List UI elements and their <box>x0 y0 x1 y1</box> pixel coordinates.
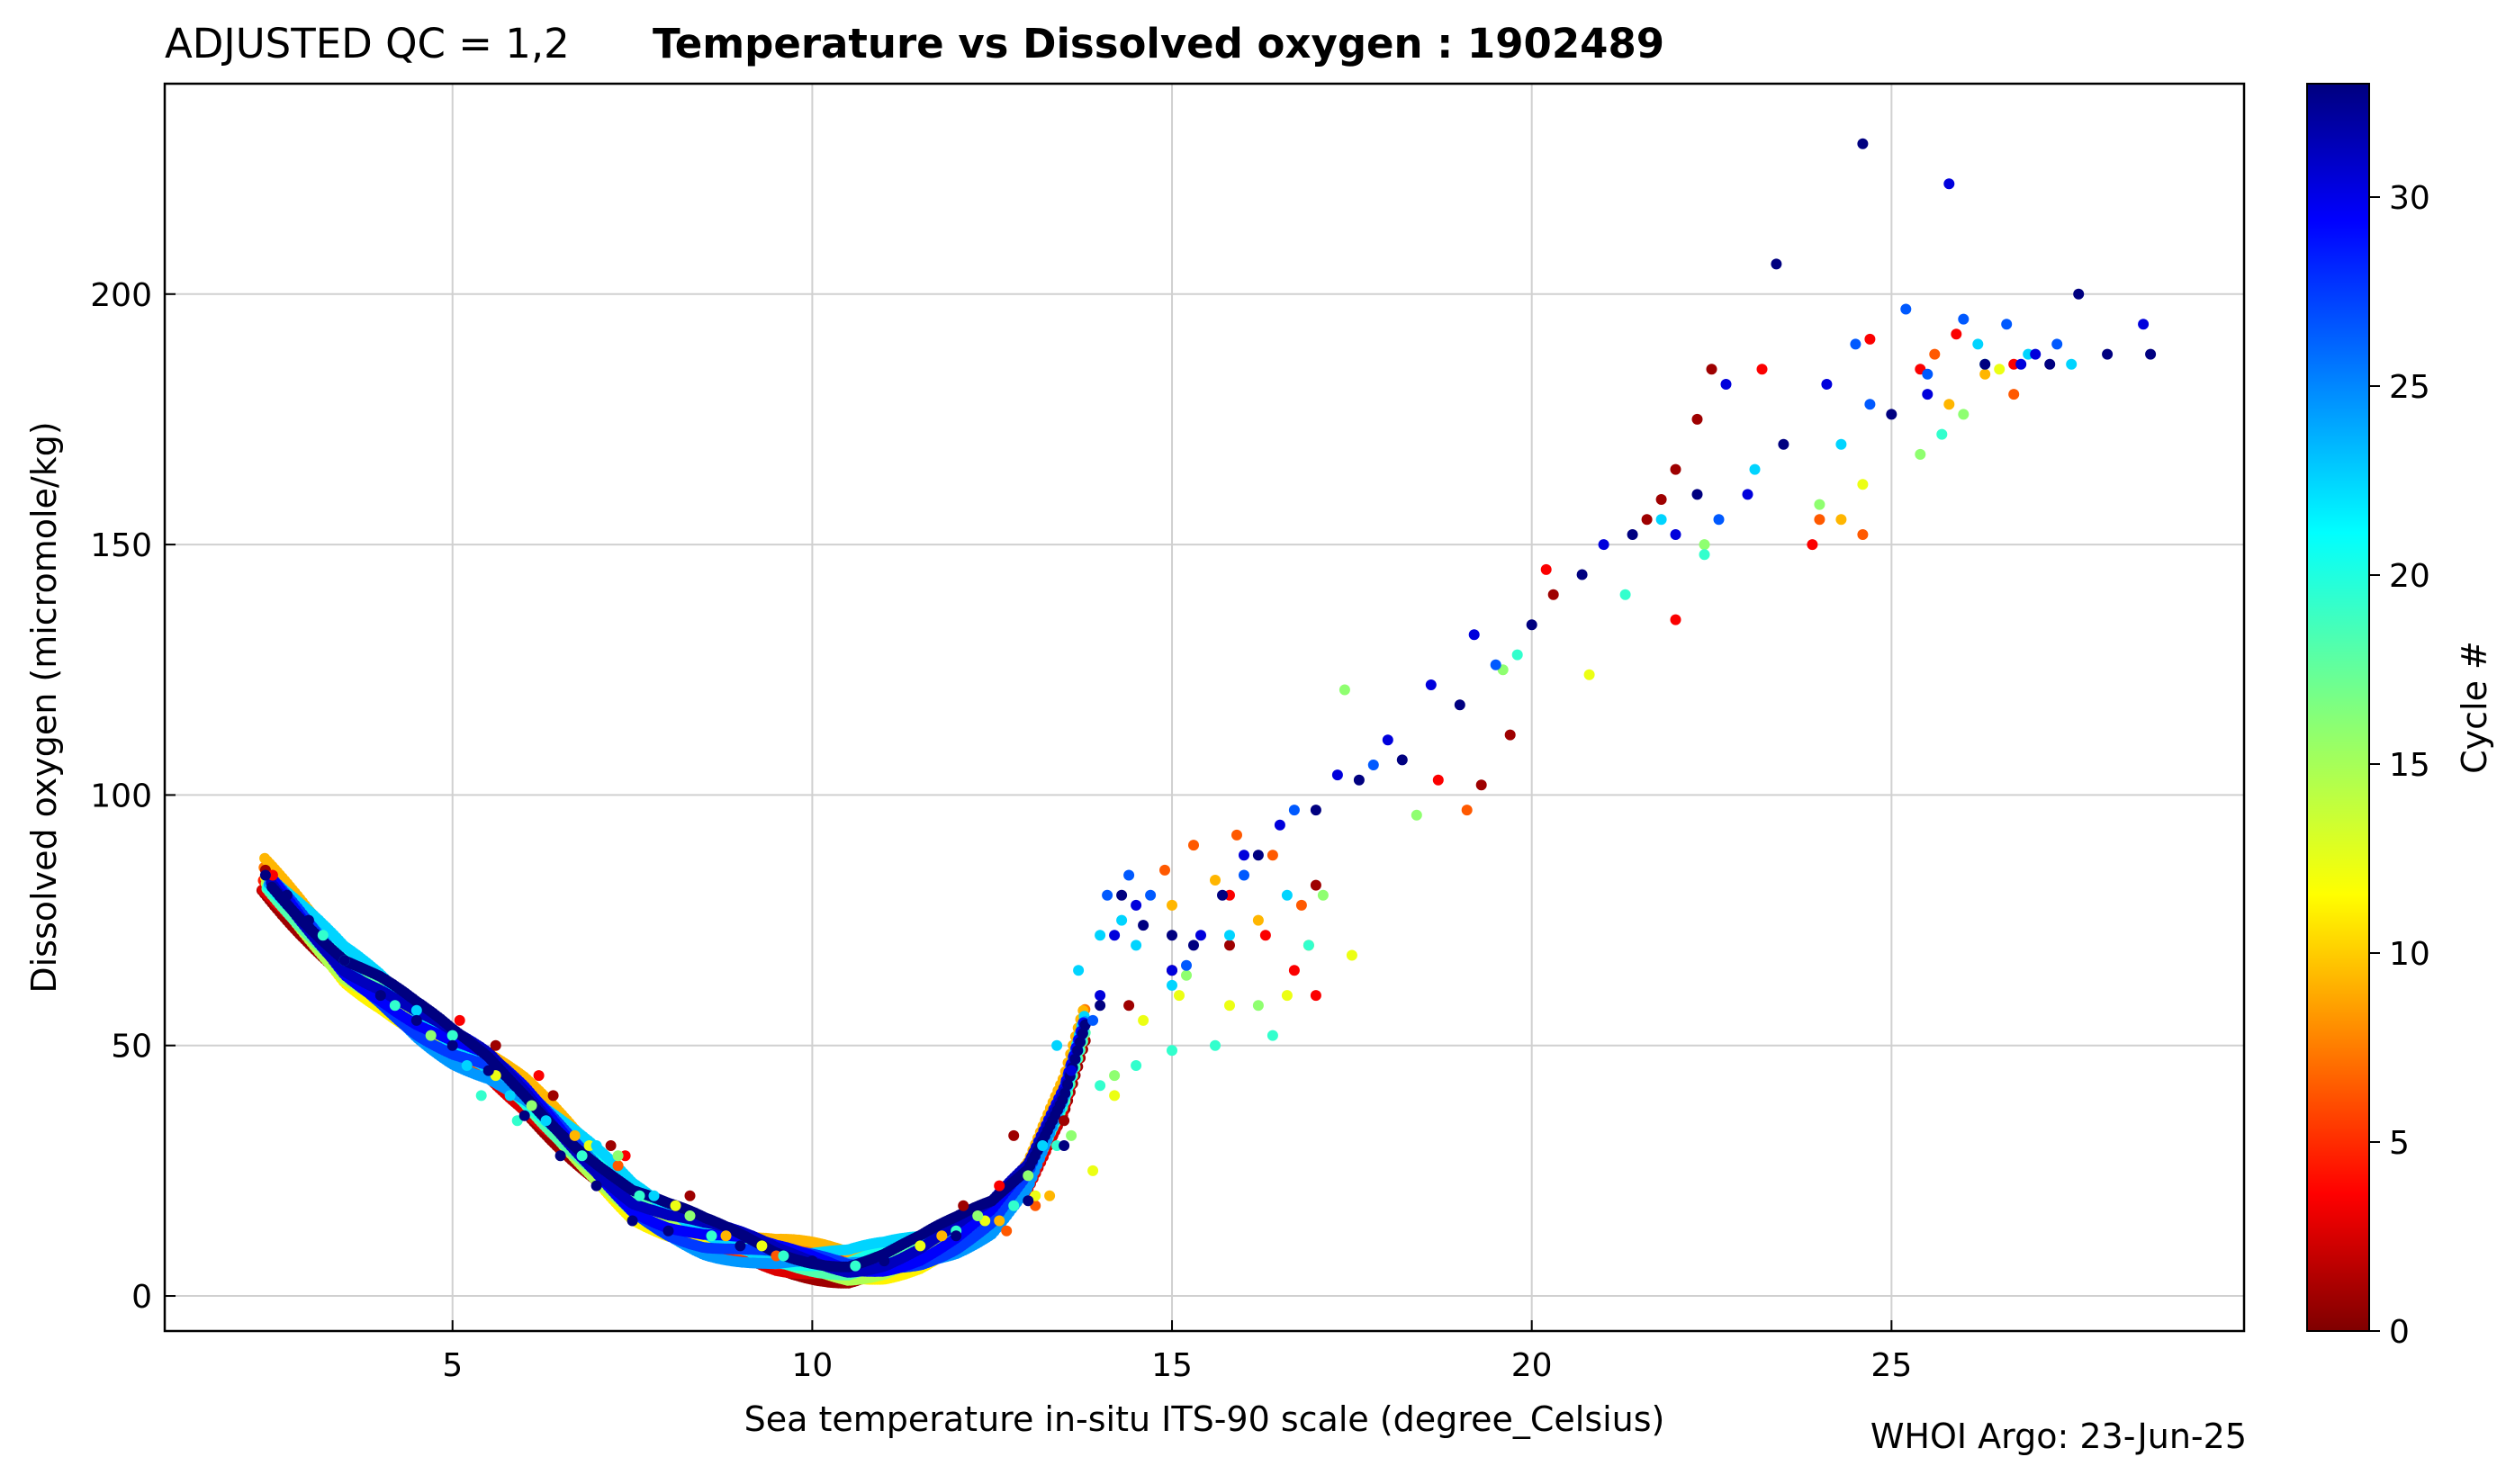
data-point <box>1210 875 1221 886</box>
data-point <box>1461 805 1473 816</box>
data-point <box>612 1150 624 1162</box>
data-point <box>1547 589 1559 600</box>
data-point <box>2008 389 2020 400</box>
data-point <box>425 1030 437 1041</box>
data-point <box>1951 328 1962 340</box>
qc-label: ADJUSTED QC = 1,2 <box>165 20 570 67</box>
data-point <box>1583 669 1595 680</box>
data-point <box>1159 864 1170 876</box>
data-point <box>1432 774 1444 786</box>
data-point <box>994 1215 1005 1227</box>
data-point <box>1288 965 1300 976</box>
data-point <box>1109 1070 1121 1082</box>
data-point <box>526 1100 537 1111</box>
data-point <box>1814 514 1825 526</box>
data-point <box>1109 1090 1121 1102</box>
data-point <box>1699 539 1710 551</box>
data-point <box>1857 529 1869 540</box>
data-point <box>1641 514 1653 526</box>
data-point <box>1224 940 1235 951</box>
data-point <box>1994 364 2006 375</box>
data-point <box>1317 889 1329 901</box>
data-point <box>1252 914 1264 926</box>
data-point <box>1123 1000 1135 1012</box>
data-point <box>1167 899 1177 911</box>
data-point <box>756 1240 768 1252</box>
data-point <box>1864 333 1876 345</box>
data-point <box>958 1200 969 1211</box>
data-point <box>1814 499 1825 510</box>
data-point <box>1181 969 1192 981</box>
data-point <box>1267 850 1278 861</box>
data-point <box>569 1129 581 1141</box>
data-point <box>994 1180 1005 1192</box>
data-point <box>533 1070 545 1082</box>
data-point <box>1008 1129 1020 1141</box>
data-point <box>684 1210 696 1221</box>
data-point <box>670 1200 681 1211</box>
profile-point <box>1075 1036 1086 1048</box>
data-point <box>1756 364 1768 375</box>
data-point <box>1310 879 1321 891</box>
data-point <box>1958 409 1970 420</box>
data-point <box>1670 463 1681 475</box>
data-point <box>1252 1000 1264 1012</box>
data-point <box>1346 949 1357 961</box>
profile-point <box>1062 1079 1074 1091</box>
data-point <box>1087 1165 1099 1176</box>
data-point <box>612 1160 624 1172</box>
data-point <box>915 1240 926 1252</box>
data-point <box>1066 1129 1077 1141</box>
data-point <box>1691 413 1703 425</box>
data-point <box>1259 930 1271 941</box>
data-point <box>1504 729 1516 741</box>
gridlines <box>165 84 2244 1331</box>
data-point <box>1281 990 1293 1002</box>
data-point <box>547 1090 559 1102</box>
data-point <box>1059 1115 1070 1127</box>
data-point <box>1224 1000 1235 1012</box>
data-points <box>256 138 2157 1289</box>
data-point <box>1310 990 1321 1002</box>
data-point <box>720 1230 732 1242</box>
data-point <box>1857 479 1869 490</box>
data-point <box>1411 809 1422 821</box>
data-point <box>1044 1190 1056 1201</box>
data-point <box>1138 1014 1149 1026</box>
data-point <box>605 1140 617 1151</box>
data-point <box>1339 684 1350 696</box>
data-point <box>1540 563 1552 575</box>
data-point <box>317 930 329 941</box>
profile-point <box>1072 1045 1084 1057</box>
data-point <box>1807 539 1818 551</box>
data-point <box>1979 368 1991 380</box>
data-point <box>1188 840 1199 851</box>
data-point <box>1001 1225 1013 1237</box>
data-point <box>1915 448 1926 460</box>
profile-point <box>1077 1028 1088 1039</box>
data-point <box>1929 348 1941 360</box>
data-point <box>1475 779 1487 791</box>
data-point <box>1835 514 1847 526</box>
data-point <box>1943 399 1955 410</box>
data-point <box>936 1230 948 1242</box>
data-point <box>1231 829 1242 841</box>
data-point <box>490 1039 501 1051</box>
chart-title: Temperature vs Dissolved oxygen : 190248… <box>653 20 1665 67</box>
profile-point <box>1059 1087 1071 1099</box>
data-point <box>1174 990 1185 1002</box>
data-point <box>684 1190 696 1201</box>
data-point <box>1706 364 1717 375</box>
data-point <box>1670 614 1681 625</box>
data-point <box>972 1210 984 1221</box>
data-point <box>1655 494 1667 505</box>
profile-point <box>1069 1054 1081 1065</box>
data-point <box>1023 1170 1034 1182</box>
data-point <box>1295 899 1307 911</box>
data-point <box>454 1014 465 1026</box>
